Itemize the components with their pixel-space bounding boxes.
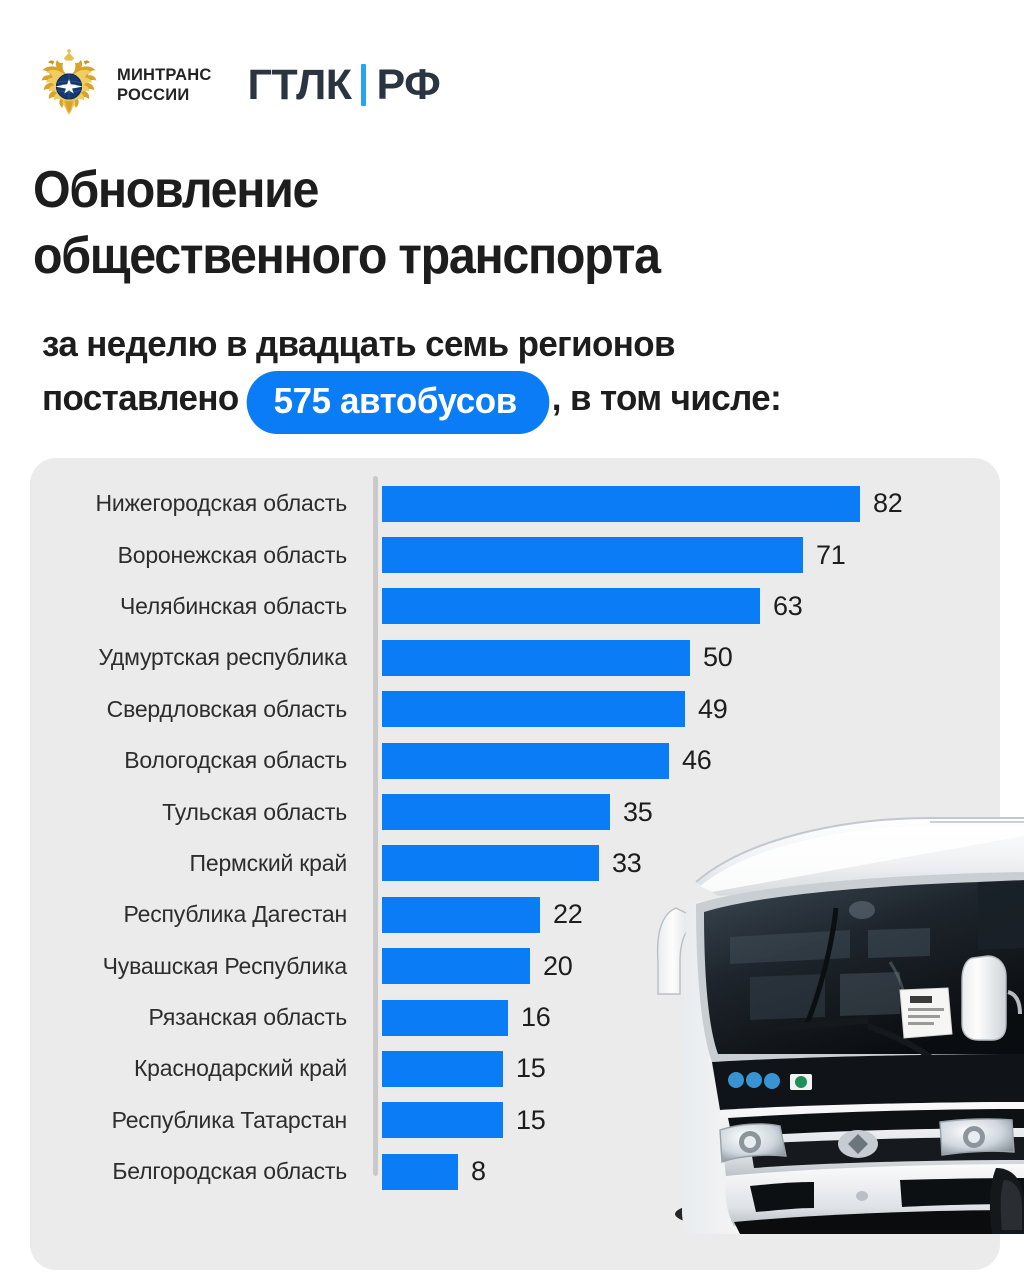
bar-label: Рязанская область [148,1004,347,1031]
subtitle-line-1: за неделю в двадцать семь регионов [42,323,676,364]
bar-chart-row: Республика Татарстан 15 [30,1095,1000,1146]
bar-value-label: 71 [816,539,846,570]
gtlk-logo: ГТЛК РФ [247,60,441,109]
bar-label: Нижегородская область [95,490,348,517]
total-buses-badge: 575 автобусов [246,370,550,435]
bar-label: Республика Татарстан [111,1106,348,1133]
bar-chart-row: Вологодская область 46 [30,735,1000,786]
gtlk-wordmark: ГТЛК [247,60,353,109]
bar-track: 8 [363,1153,1000,1190]
subtitle-suffix: , в том числе: [551,376,782,418]
bar [382,896,540,933]
page-title-line-2: общественного транспорта [33,227,661,286]
bar-value-label: 20 [543,950,573,981]
bar-track: 20 [363,948,1000,985]
bar-value-label: 50 [703,642,733,673]
bar-chart-row: Воронежская область 71 [30,529,1000,580]
gtlk-separator-bar [360,64,366,106]
bar-chart-row: Республика Дагестан 22 [30,889,1000,940]
bar-chart-row: Челябинская область 63 [30,581,1000,632]
bar-track: 71 [363,537,1000,574]
bar-value-label: 35 [623,796,653,827]
bar [382,999,508,1036]
bar-value-label: 16 [521,1002,551,1033]
bar-value-label: 63 [773,590,803,621]
bar-label: Белгородская область [112,1158,347,1185]
page-subtitle: за неделю в двадцать семь регионов поста… [42,318,988,435]
bar-label: Удмуртская республика [98,644,347,671]
bar [382,845,599,882]
chart-card: Нижегородская область 82 Воронежская облас… [30,458,1000,1270]
bar-label: Свердловская область [106,695,348,722]
subtitle-line-2: поставлено 575 автобусов, в том числе: [42,370,988,435]
bar-track: 63 [363,588,1000,625]
subtitle-prefix: поставлено [42,376,239,418]
bar-chart-row: Свердловская область 49 [30,684,1000,735]
bar [382,1050,503,1087]
bar-value-label: 33 [612,847,642,878]
page-title: Обновление общественного транспорта [33,157,926,289]
page-title-line-1: Обновление [33,161,319,219]
bar-chart-row: Удмуртская республика 50 [30,632,1000,683]
bar-label: Чувашская Республика [102,952,348,979]
bar-label: Вологодская область [124,747,347,774]
bar-chart-row: Тульская область 35 [30,786,1000,837]
header-logos: МИНТРАНС РОССИИ ГТЛК РФ [32,44,441,126]
bar-label: Пермский край [189,849,348,876]
bar-track: 16 [363,999,1000,1036]
bar-chart-row: Белгородская область 8 [30,1146,1000,1197]
bar [382,1153,458,1190]
bar-chart: Нижегородская область 82 Воронежская облас… [30,478,1000,1197]
bar-label: Тульская область [162,798,347,825]
bar [382,691,685,728]
bar-value-label: 15 [516,1053,546,1084]
bar-track: 49 [363,691,1000,728]
bar [382,948,530,985]
bar-chart-row: Краснодарский край 15 [30,1043,1000,1094]
bar-label: Воронежская область [117,541,348,568]
bar [382,588,760,625]
bar-value-label: 8 [471,1156,486,1187]
bar-track: 46 [363,742,1000,779]
bar-label: Челябинская область [119,592,347,619]
bar-chart-row: Рязанская область 16 [30,992,1000,1043]
bar-track: 35 [363,794,1000,831]
bar-value-label: 46 [682,745,712,776]
bar-value-label: 22 [553,899,583,930]
chart-axis-line [373,476,378,1176]
bar-chart-row: Пермский край 33 [30,838,1000,889]
bar-track: 22 [363,896,1000,933]
bar-chart-row: Нижегородская область 82 [30,478,1000,529]
bar-value-label: 82 [873,488,903,519]
mintrans-logo: МИНТРАНС РОССИИ [32,48,212,122]
bar [382,537,803,574]
bar [382,794,610,831]
bar [382,1102,503,1139]
bar-track: 15 [363,1050,1000,1087]
bar [382,639,690,676]
mintrans-wordmark: МИНТРАНС РОССИИ [117,65,212,104]
rf-wordmark: РФ [376,60,441,109]
bar-value-label: 15 [516,1104,546,1135]
bar-value-label: 49 [698,693,728,724]
bar-track: 82 [363,485,1000,522]
bar-label: Республика Дагестан [123,901,347,928]
bar-chart-row: Чувашская Республика 20 [30,941,1000,992]
bar-track: 50 [363,639,1000,676]
bar-label: Краснодарский край [133,1055,347,1082]
bar-track: 15 [363,1102,1000,1139]
bar [382,742,669,779]
double-headed-eagle-icon [41,49,97,115]
bar-track: 33 [363,845,1000,882]
bar [382,485,860,522]
